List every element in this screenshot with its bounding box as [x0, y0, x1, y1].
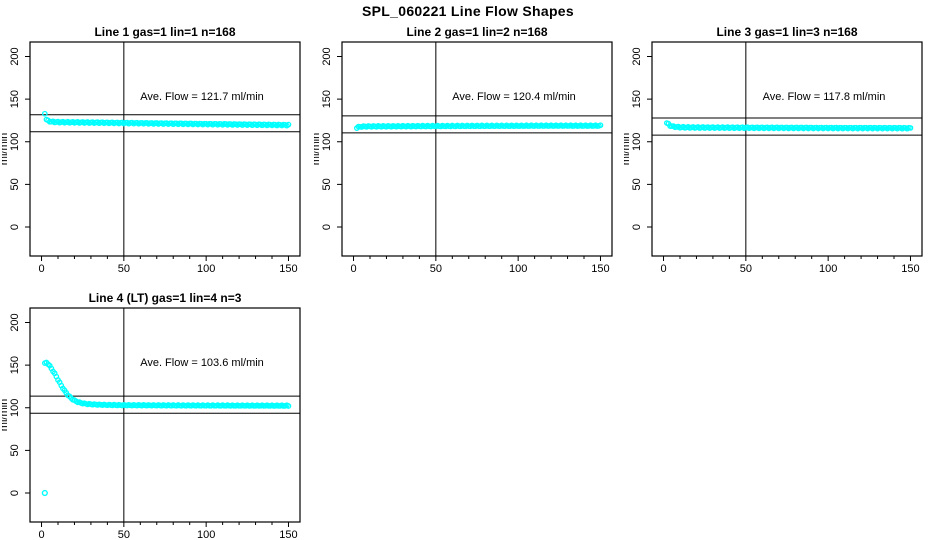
- scatter-plot-line4: 0 50 100 150 0 50 100 150 200 ml/min: [2, 307, 301, 540]
- outlier-point: [41, 489, 48, 497]
- scatter-plot-line2: 0 50 100 150 0 50 100 150 200 ml/min: [314, 41, 613, 275]
- x-axis: 0 50 100 150: [38, 522, 298, 540]
- y-axis-label: ml/min: [2, 133, 10, 165]
- svg-text:50: 50: [118, 529, 130, 540]
- svg-text:150: 150: [9, 90, 21, 108]
- svg-text:100: 100: [321, 133, 333, 151]
- plot-panel-line2: 0 50 100 150 0 50 100 150 200 ml/min Line 2 gas=1…: [314, 20, 626, 286]
- svg-text:0: 0: [321, 224, 333, 230]
- svg-text:200: 200: [9, 313, 21, 331]
- data-points: [663, 120, 914, 132]
- y-axis: 0 50 100 150 200 ml/min: [314, 47, 342, 230]
- page-title: SPL_060221 Line Flow Shapes: [362, 3, 574, 19]
- svg-text:200: 200: [9, 47, 21, 65]
- x-axis: 0 50 100 150: [38, 256, 298, 275]
- svg-text:150: 150: [321, 90, 333, 108]
- plot-box: [341, 41, 613, 257]
- svg-text:150: 150: [279, 529, 297, 540]
- svg-text:0: 0: [9, 490, 21, 496]
- data-points: [41, 359, 292, 497]
- panel-title: Line 2 gas=1 lin=2 n=168: [406, 25, 548, 39]
- ave-flow-annotation: Ave. Flow = 117.8 ml/min: [762, 91, 886, 103]
- y-axis-label: ml/min: [624, 133, 632, 165]
- svg-text:200: 200: [631, 47, 643, 65]
- plot-panel-line4: 0 50 100 150 0 50 100 150 200 ml/min Line 4 (LT) …: [2, 286, 314, 540]
- svg-text:200: 200: [321, 47, 333, 65]
- svg-text:150: 150: [631, 90, 643, 108]
- data-points: [41, 110, 292, 129]
- svg-text:0: 0: [9, 224, 21, 230]
- panel-title: Line 3 gas=1 lin=3 n=168: [716, 25, 858, 39]
- svg-text:100: 100: [197, 529, 215, 540]
- svg-text:50: 50: [631, 178, 643, 190]
- x-axis: 0 50 100 150: [660, 256, 920, 275]
- svg-text:150: 150: [279, 263, 297, 275]
- reference-lines: [30, 308, 300, 522]
- reference-lines: [652, 42, 922, 256]
- svg-text:150: 150: [901, 263, 919, 275]
- svg-text:100: 100: [819, 263, 837, 275]
- plot-panel-line1: 0 50 100 150 0 50 100 150 200 ml/min Line 1 gas=1…: [2, 20, 314, 286]
- svg-text:50: 50: [430, 263, 442, 275]
- svg-text:50: 50: [9, 444, 21, 456]
- ave-flow-annotation: Ave. Flow = 121.7 ml/min: [140, 91, 264, 103]
- y-axis: 0 50 100 150 200 ml/min: [2, 313, 30, 496]
- svg-text:0: 0: [38, 263, 44, 275]
- svg-text:150: 150: [591, 263, 609, 275]
- svg-text:50: 50: [321, 178, 333, 190]
- x-axis: 0 50 100 150: [350, 256, 610, 275]
- svg-text:0: 0: [631, 224, 643, 230]
- svg-text:50: 50: [9, 178, 21, 190]
- svg-text:0: 0: [38, 529, 44, 540]
- svg-text:100: 100: [9, 133, 21, 151]
- y-axis: 0 50 100 150 200 ml/min: [624, 47, 652, 230]
- svg-text:50: 50: [740, 263, 752, 275]
- plot-box: [651, 41, 923, 257]
- reference-lines: [342, 42, 612, 256]
- svg-text:50: 50: [118, 263, 130, 275]
- svg-text:0: 0: [350, 263, 356, 275]
- scatter-plot-line3: 0 50 100 150 0 50 100 150 200 ml/min: [624, 41, 923, 275]
- plot-panel-line3: 0 50 100 150 0 50 100 150 200 ml/min Line 3 gas=1…: [624, 20, 936, 286]
- scatter-plot-line1: 0 50 100 150 0 50 100 150 200 ml/min: [2, 41, 301, 275]
- svg-text:100: 100: [197, 263, 215, 275]
- ave-flow-annotation: Ave. Flow = 120.4 ml/min: [452, 91, 576, 103]
- data-points: [353, 122, 604, 131]
- panel-title: Line 4 (LT) gas=1 lin=4 n=3: [88, 291, 242, 305]
- svg-text:100: 100: [509, 263, 527, 275]
- panel-title: Line 1 gas=1 lin=1 n=168: [94, 25, 236, 39]
- y-axis-label: ml/min: [314, 133, 322, 165]
- ave-flow-annotation: Ave. Flow = 103.6 ml/min: [140, 357, 264, 369]
- reference-lines: [30, 42, 300, 256]
- svg-text:150: 150: [9, 356, 21, 374]
- plot-box: [29, 307, 301, 523]
- y-axis: 0 50 100 150 200 ml/min: [2, 47, 30, 230]
- y-axis-label: ml/min: [2, 399, 10, 431]
- plot-box: [29, 41, 301, 257]
- svg-text:100: 100: [9, 399, 21, 417]
- svg-text:100: 100: [631, 133, 643, 151]
- svg-text:0: 0: [660, 263, 666, 275]
